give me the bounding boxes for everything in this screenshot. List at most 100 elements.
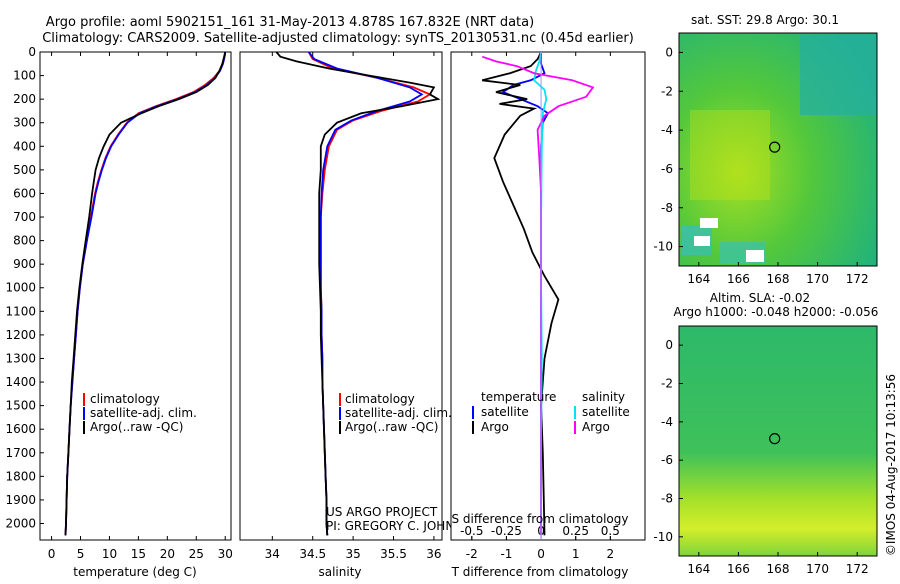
map-y-tick-label: -4: [661, 123, 673, 137]
map-x-tick-label: 168: [767, 562, 790, 576]
temperature-x-axis: 0 5 10 15 20 25 30: [48, 52, 233, 561]
legend-argo-label: Argo(..raw -QC): [345, 420, 438, 434]
missing-data-cell: [694, 236, 710, 246]
x-tick-label: 35.5: [380, 547, 407, 561]
x-tick-label: 20: [160, 547, 175, 561]
map-x-tick-label: 166: [727, 562, 750, 576]
y-tick-label: 900: [13, 257, 36, 271]
map-y-tick-label: -8: [661, 492, 673, 506]
s-difference-xlabel: S difference from climatology: [452, 512, 629, 526]
map-x-tick-label: 164: [687, 272, 710, 286]
s-tick-label: -0.25: [491, 524, 522, 538]
map-y-tick-label: 0: [665, 45, 673, 59]
missing-data-cell: [700, 218, 718, 228]
y-tick-label: 1000: [5, 281, 36, 295]
x-tick-label: 2: [607, 547, 615, 561]
salinity-x-axis: 34 34.5 35 35.5 36: [265, 52, 442, 561]
salinity-legend: climatology satellite-adj. clim. Argo(..…: [339, 392, 452, 434]
figure-title-line2: Climatology: CARS2009. Satellite-adjuste…: [42, 31, 634, 46]
s-tick-label: -0.5: [460, 524, 483, 538]
sst-map-axes: 164 166 168 170 172 0 -2 -4 -6 -8 -10: [653, 45, 868, 286]
difference-legend: temperature salinity satellite satellite…: [472, 390, 630, 434]
difference-axes-frame: [450, 51, 646, 541]
legend-argo-label: Argo(..raw -QC): [90, 420, 183, 434]
s-tick-label: 0.25: [562, 524, 589, 538]
y-tick-label: 0: [28, 45, 36, 59]
map-y-tick-label: -6: [661, 453, 673, 467]
sst-map-panel: sat. SST: 29.8 Argo: 30.1 164 166 168 170 17…: [653, 13, 878, 286]
difference-series: [481, 52, 595, 540]
sla-map-subtitle: Argo h1000: -0.048 h2000: -0.056: [674, 305, 879, 319]
x-tick-label: 0: [537, 547, 545, 561]
x-tick-label: -1: [500, 547, 512, 561]
y-tick-label: 1500: [5, 399, 36, 413]
t-difference-xlabel: T difference from climatology: [451, 565, 629, 579]
sla-map-title: Altim. SLA: -0.02: [710, 291, 810, 305]
x-tick-label: 15: [131, 547, 146, 561]
y-tick-label: 1800: [5, 469, 36, 483]
salinity-xlabel: salinity: [318, 565, 361, 579]
legend-s-satellite-label: satellite: [582, 405, 630, 419]
y-tick-label: 700: [13, 210, 36, 224]
x-tick-label: 36: [426, 547, 441, 561]
x-tick-label: -2: [466, 547, 478, 561]
argo-position-marker: [769, 141, 781, 153]
depth-axis: 0 100 200 300 400 500 600 700 800 900 1000 1100 1200…: [5, 45, 44, 530]
legend-t-argo-label: Argo: [481, 420, 509, 434]
sla-map-frame: [678, 325, 878, 557]
y-tick-label: 100: [13, 69, 36, 83]
sla-map-panel: Altim. SLA: -0.02 Argo h1000: -0.048 h20…: [653, 291, 878, 576]
x-tick-label: 34: [265, 547, 280, 561]
sst-map-title: sat. SST: 29.8 Argo: 30.1: [691, 13, 839, 27]
map-x-tick-label: 172: [846, 272, 869, 286]
series-line-argo: [64, 52, 227, 536]
legend-salinity-heading: salinity: [582, 390, 625, 404]
series-line-argo: [275, 52, 441, 536]
legend-satellite-label: satellite-adj. clim.: [90, 406, 197, 420]
x-tick-label: 1: [572, 547, 580, 561]
map-x-tick-label: 172: [846, 562, 869, 576]
map-y-tick-label: -6: [661, 162, 673, 176]
y-tick-label: 200: [13, 92, 36, 106]
temperature-series: [64, 52, 227, 536]
map-x-tick-label: 170: [806, 272, 829, 286]
x-tick-label: 10: [102, 547, 117, 561]
pi-credit: PI: GREGORY C. JOHNSON: [326, 519, 480, 533]
y-tick-label: 2000: [5, 516, 36, 530]
y-tick-label: 800: [13, 234, 36, 248]
y-tick-label: 500: [13, 163, 36, 177]
missing-data-cell: [746, 250, 764, 262]
legend-climatology-label: climatology: [345, 392, 415, 406]
project-credit: US ARGO PROJECT: [326, 505, 438, 519]
x-tick-label: 35: [345, 547, 360, 561]
sst-patch-cool: [800, 35, 877, 115]
y-tick-label: 300: [13, 116, 36, 130]
legend-satellite-label: satellite-adj. clim.: [345, 406, 452, 420]
sla-map-axes: 164 166 168 170 172 0 -2 -4 -6 -8 -10: [653, 338, 868, 576]
figure-title-line1: Argo profile: aoml 5902151_161 31-May-20…: [46, 15, 534, 30]
legend-t-satellite-label: satellite: [481, 405, 529, 419]
sst-missing-data: [694, 218, 764, 262]
salinity-axes-frame: [239, 51, 443, 541]
map-y-tick-label: -2: [661, 377, 673, 391]
x-tick-label: 5: [77, 547, 85, 561]
map-x-tick-label: 170: [806, 562, 829, 576]
map-y-tick-label: -4: [661, 415, 673, 429]
temperature-panel: 0100200300400500600700800900100011001200…: [5, 45, 232, 579]
map-y-tick-label: -10: [653, 240, 673, 254]
x-tick-label: 34.5: [299, 547, 326, 561]
y-tick-label: 1400: [5, 375, 36, 389]
map-y-tick-label: -10: [653, 530, 673, 544]
map-y-tick-label: 0: [665, 338, 673, 352]
salinity-series: [275, 52, 441, 536]
x-tick-label: 0: [48, 547, 56, 561]
y-tick-label: 1300: [5, 351, 36, 365]
y-tick-label: 1600: [5, 422, 36, 436]
imos-timestamp: ©IMOS 04-Aug-2017 10:13:56: [884, 374, 898, 556]
temperature-xlabel: temperature (deg C): [73, 565, 196, 579]
sst-map-frame: [678, 32, 878, 267]
y-tick-label: 600: [13, 186, 36, 200]
legend-temperature-heading: temperature: [481, 390, 556, 404]
